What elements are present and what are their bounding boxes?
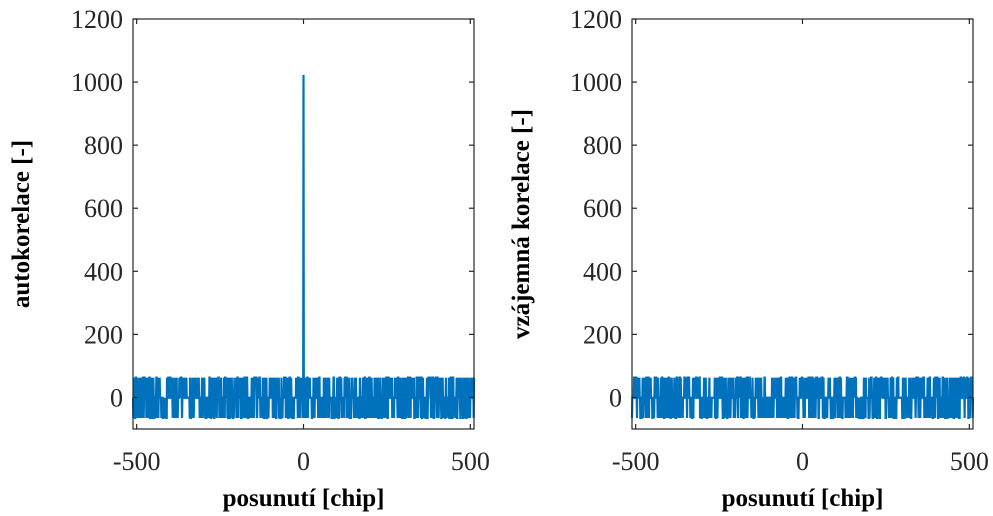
chart-panel-2: 0 200 400 600 800 1000 1200 -500 0 500 posunutí [c… bbox=[508, 5, 989, 512]
y-tick-label: 200 bbox=[583, 320, 622, 349]
y-tick-label: 1200 bbox=[570, 5, 622, 34]
y-tick-label: 600 bbox=[84, 194, 123, 223]
correlation-series-line bbox=[632, 378, 973, 418]
y-tick-label: 0 bbox=[110, 383, 123, 412]
x-tick-label: -500 bbox=[113, 447, 161, 476]
y-tick-label: 400 bbox=[84, 257, 123, 286]
y-tick-label: 400 bbox=[583, 257, 622, 286]
y-tick-label: 200 bbox=[84, 320, 123, 349]
y-tick-label: 1000 bbox=[570, 68, 622, 97]
y-tick-label: 800 bbox=[84, 131, 123, 160]
y-axis-label: autokorelace [-] bbox=[8, 140, 35, 308]
y-tick-label: 1000 bbox=[71, 68, 123, 97]
y-tick-label: 1200 bbox=[71, 5, 123, 34]
x-tick-label: 500 bbox=[451, 447, 490, 476]
x-axis-label: posunutí [chip] bbox=[722, 485, 884, 512]
y-axis-label: vzájemná korelace [-] bbox=[508, 109, 535, 339]
x-tick-label: -500 bbox=[612, 447, 660, 476]
correlation-series-line bbox=[133, 75, 474, 418]
y-tick-label: 800 bbox=[583, 131, 622, 160]
plot-frame bbox=[632, 19, 973, 429]
y-tick-label: 600 bbox=[583, 194, 622, 223]
x-tick-label: 0 bbox=[297, 447, 310, 476]
x-tick-label: 500 bbox=[950, 447, 989, 476]
x-tick-label: 0 bbox=[796, 447, 809, 476]
chart-panel-1: 0 200 400 600 800 1000 1200 -500 0 500 posunutí [c… bbox=[8, 5, 490, 512]
y-tick-label: 0 bbox=[609, 383, 622, 412]
x-axis-label: posunutí [chip] bbox=[223, 485, 385, 512]
